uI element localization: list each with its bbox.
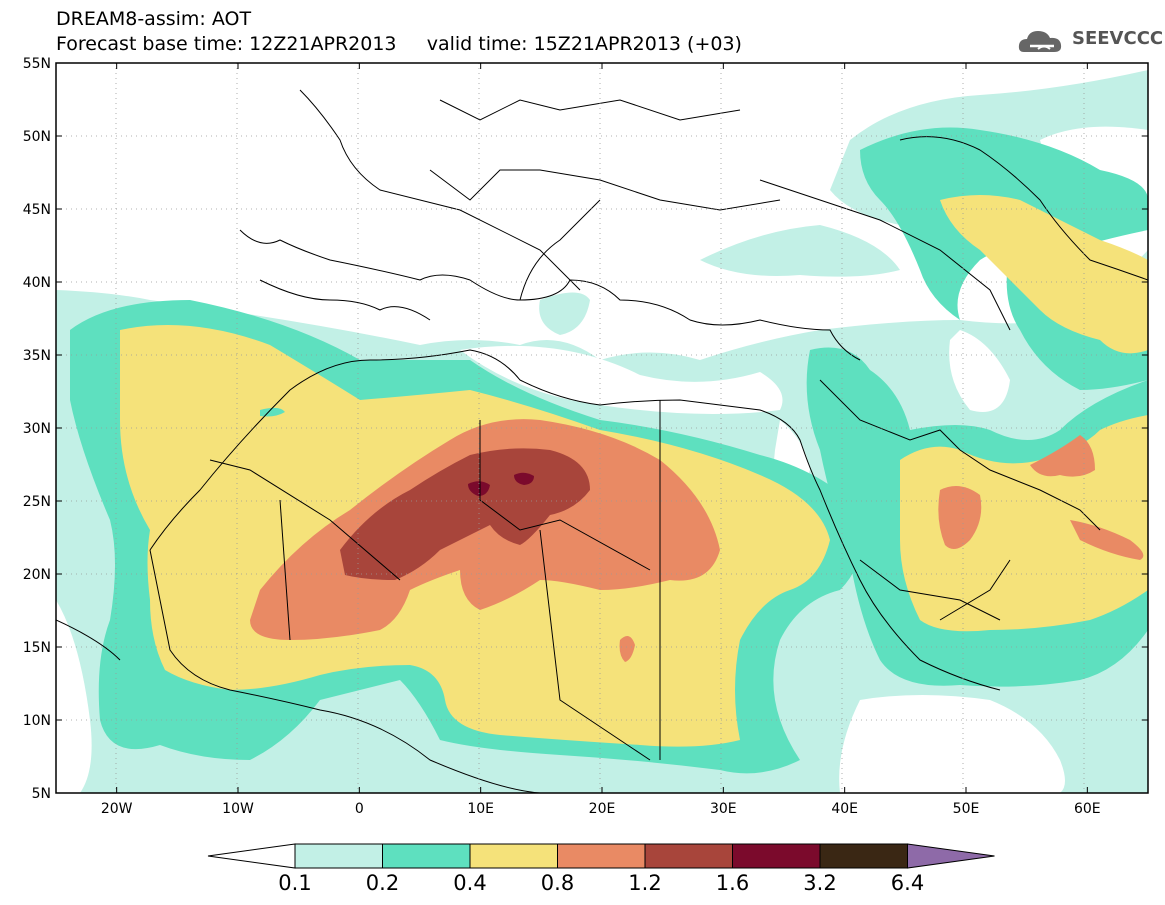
lat-tick-label: 35N (23, 348, 51, 364)
colorbar-label: 0.2 (366, 871, 399, 895)
lat-tick-label: 20N (23, 567, 51, 583)
coastlines (56, 89, 1148, 793)
lon-tick-label: 40E (831, 801, 858, 817)
latitude-axis: 5N 10N 15N 20N 25N 30N 35N 40N 45N 50N 55N (23, 56, 1148, 802)
lat-tick-label: 10N (23, 713, 51, 729)
colorbar-label: 3.2 (803, 871, 836, 895)
colorbar-segment (732, 843, 821, 869)
lon-tick-label: 0 (355, 801, 364, 817)
colorbar-segment (294, 843, 383, 869)
lat-tick-label: 40N (23, 275, 51, 291)
lon-tick-label: 50E (953, 801, 980, 817)
lat-tick-label: 55N (23, 56, 51, 72)
lat-tick-label: 50N (23, 129, 51, 145)
lat-tick-label: 25N (23, 494, 51, 510)
colorbar-segment (819, 843, 908, 869)
seevccc-logo (1018, 31, 1062, 52)
colorbar-label: 0.8 (541, 871, 574, 895)
lon-tick-label: 10E (467, 801, 494, 817)
logo-text: SEEVCCC (1072, 28, 1164, 49)
colorbar-arrow-above (907, 843, 995, 869)
lat-tick-label: 45N (23, 202, 51, 218)
colorbar: 0.1 0.2 0.4 0.8 1.2 1.6 3.2 6.4 (207, 843, 995, 895)
lon-tick-label: 20W (101, 801, 133, 817)
colorbar-label: 0.4 (453, 871, 486, 895)
lon-tick-label: 30E (710, 801, 737, 817)
lat-tick-label: 5N (32, 786, 51, 802)
lon-tick-label: 10W (222, 801, 254, 817)
colorbar-label: 6.4 (891, 871, 924, 895)
colorbar-label: 1.6 (716, 871, 749, 895)
graticule (56, 63, 1148, 793)
aot-band-0.8 (250, 419, 1144, 662)
lon-tick-label: 20E (589, 801, 616, 817)
lon-tick-label: 60E (1074, 801, 1101, 817)
colorbar-segment (557, 843, 646, 869)
colorbar-label: 1.2 (628, 871, 661, 895)
colorbar-segment (469, 843, 558, 869)
cloud-icon (1018, 31, 1062, 52)
chart-title: DREAM8-assim: AOT (56, 8, 252, 30)
chart-subtitle: Forecast base time: 12Z21APR2013 valid t… (56, 33, 742, 55)
lat-tick-label: 30N (23, 421, 51, 437)
lat-tick-label: 15N (23, 640, 51, 656)
longitude-axis: 20W 10W 0 10E 20E 30E 40E 50E 60E (101, 63, 1101, 817)
colorbar-segment (644, 843, 733, 869)
colorbar-segment (382, 843, 471, 869)
colorbar-arrow-below (207, 843, 296, 869)
colorbar-label: 0.1 (278, 871, 311, 895)
